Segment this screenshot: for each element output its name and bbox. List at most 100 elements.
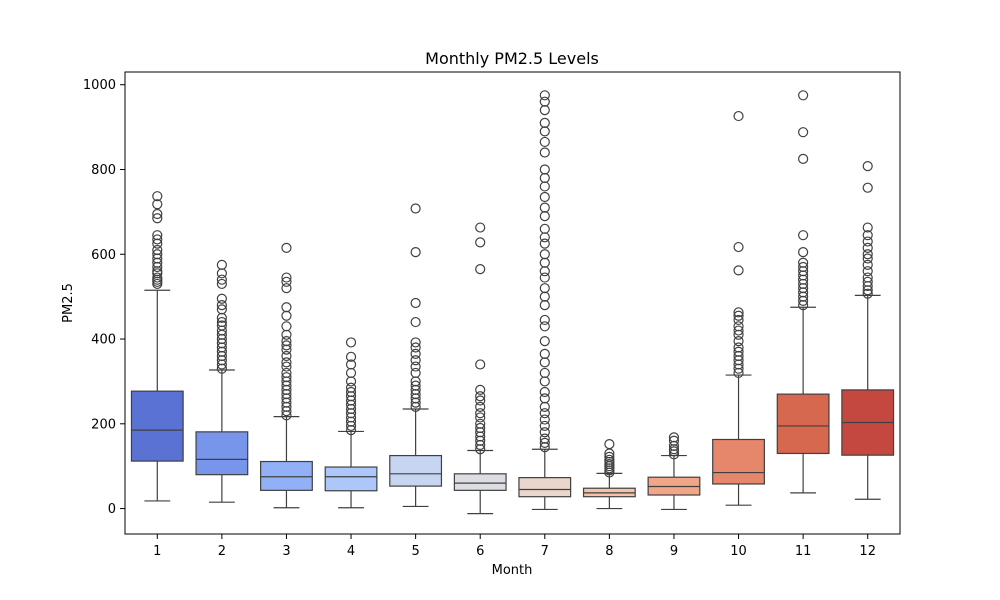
outlier-point (475, 391, 486, 402)
outlier-point (345, 337, 357, 348)
outlier-point (668, 435, 680, 446)
box-month-12 (841, 160, 895, 500)
outlier-point (475, 222, 486, 233)
outlier-point (539, 283, 550, 294)
iqr-box (389, 454, 443, 487)
outlier-point (539, 90, 550, 101)
outlier-point (862, 288, 873, 299)
outlier-point (345, 382, 357, 393)
outlier-point (410, 316, 421, 328)
outlier-point (216, 300, 227, 311)
outlier-point (862, 242, 873, 253)
outlier-point (216, 278, 227, 290)
x-tick-label: 9 (670, 544, 678, 559)
outlier-point (216, 320, 227, 331)
outlier-point (539, 336, 550, 347)
outlier-point (862, 182, 873, 193)
outlier-point (539, 393, 550, 404)
outlier-point (798, 257, 809, 268)
outlier-point (798, 90, 809, 101)
outlier-point (733, 310, 744, 321)
outlier-point (862, 236, 873, 247)
outlier-point (733, 241, 744, 253)
x-axis: 1 2 3 4 5 6 7 8 9 10 11 12 (153, 534, 876, 559)
box-month-3 (260, 242, 313, 509)
outlier-point (539, 147, 550, 158)
x-tick-label: 3 (282, 544, 290, 559)
plot-area (124, 71, 901, 535)
y-tick-label: 0 (108, 502, 116, 517)
outlier-point (862, 272, 873, 283)
outlier-point (733, 314, 744, 326)
outlier-point (539, 414, 550, 425)
x-tick-label: 4 (347, 544, 355, 559)
outlier-point (410, 355, 421, 366)
outlier-point (152, 249, 163, 260)
outlier-point (862, 253, 873, 264)
outlier-point (862, 160, 873, 172)
box-month-1 (130, 191, 184, 502)
outlier-point (539, 408, 550, 419)
outlier-point (475, 412, 486, 423)
outlier-point (604, 439, 615, 450)
box-month-9 (647, 432, 701, 511)
outlier-point (798, 153, 809, 164)
outlier-point (152, 272, 163, 283)
outlier-point (798, 261, 809, 273)
outlier-point (862, 249, 873, 260)
outlier-point (345, 351, 357, 362)
iqr-box (712, 438, 765, 485)
outlier-point (798, 247, 809, 258)
outlier-point (475, 263, 486, 275)
outlier-point (281, 350, 292, 362)
box-month-8 (582, 439, 636, 510)
y-tick-label: 400 (91, 333, 116, 348)
outlier-point (281, 272, 292, 283)
y-axis: 0 200 400 600 800 1000 (83, 78, 125, 517)
box-month-2 (195, 259, 249, 503)
box-month-5 (389, 203, 443, 508)
outlier-point (410, 361, 421, 372)
outlier-point (862, 266, 873, 277)
outlier-point (475, 395, 486, 406)
outlier-point (539, 433, 550, 444)
outlier-point (152, 234, 163, 245)
outlier-point (862, 259, 873, 270)
outlier-point (475, 422, 486, 434)
outlier-point (410, 342, 421, 353)
outlier-point (668, 432, 680, 443)
outlier-point (216, 316, 227, 328)
outlier-point (475, 237, 486, 248)
outlier-point (539, 437, 550, 448)
y-tick-label: 1000 (83, 78, 116, 93)
outlier-point (733, 336, 744, 347)
outlier-point (281, 276, 292, 287)
outlier-point (733, 265, 744, 276)
outlier-point (475, 384, 486, 395)
outlier-point (216, 293, 227, 304)
x-tick-label: 7 (541, 544, 549, 559)
outlier-point (539, 191, 550, 203)
box-month-6 (453, 222, 507, 515)
outlier-point (152, 208, 163, 220)
outlier-point (345, 386, 357, 398)
outlier-point (410, 247, 421, 258)
outlier-point (539, 367, 550, 379)
outlier-point (539, 96, 550, 107)
outlier-point (281, 336, 292, 347)
outlier-point (345, 359, 357, 370)
chart-title: Monthly PM2.5 Levels (425, 49, 599, 68)
y-axis-label: PM2.5 (61, 283, 76, 323)
box-month-11 (776, 90, 830, 494)
outlier-point (281, 357, 292, 368)
outlier-point (539, 223, 550, 234)
outlier-point (152, 191, 163, 202)
outlier-point (475, 418, 486, 429)
y-tick-label: 200 (91, 417, 116, 432)
iqr-box (776, 393, 830, 455)
outlier-point (539, 136, 550, 148)
box-month-10 (712, 110, 765, 506)
outlier-point (216, 274, 227, 285)
outlier-point (539, 321, 550, 332)
